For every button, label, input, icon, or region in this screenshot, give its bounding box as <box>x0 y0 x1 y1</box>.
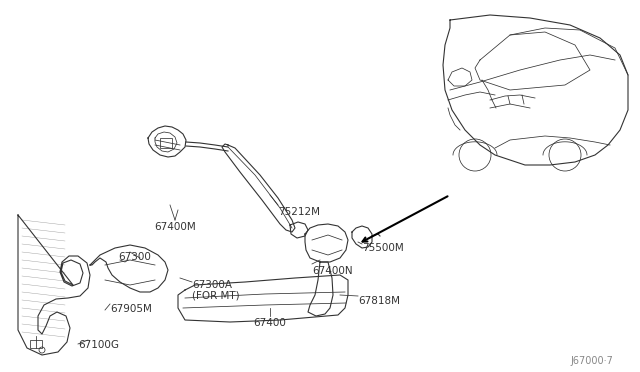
Bar <box>30 340 42 348</box>
Text: 67818M: 67818M <box>358 296 400 306</box>
Text: J67000·7: J67000·7 <box>570 356 613 366</box>
Text: 67400: 67400 <box>253 318 287 328</box>
Text: 67400N: 67400N <box>312 266 353 276</box>
Text: 67400M: 67400M <box>154 222 196 232</box>
Text: 75500M: 75500M <box>362 243 404 253</box>
Text: 67100G: 67100G <box>78 340 119 350</box>
Bar <box>160 138 172 148</box>
Text: 67300: 67300 <box>118 252 151 262</box>
Text: (FOR MT): (FOR MT) <box>192 291 239 301</box>
Text: 75212M: 75212M <box>278 207 320 217</box>
Text: 67905M: 67905M <box>110 304 152 314</box>
Text: 67300A: 67300A <box>192 280 232 290</box>
